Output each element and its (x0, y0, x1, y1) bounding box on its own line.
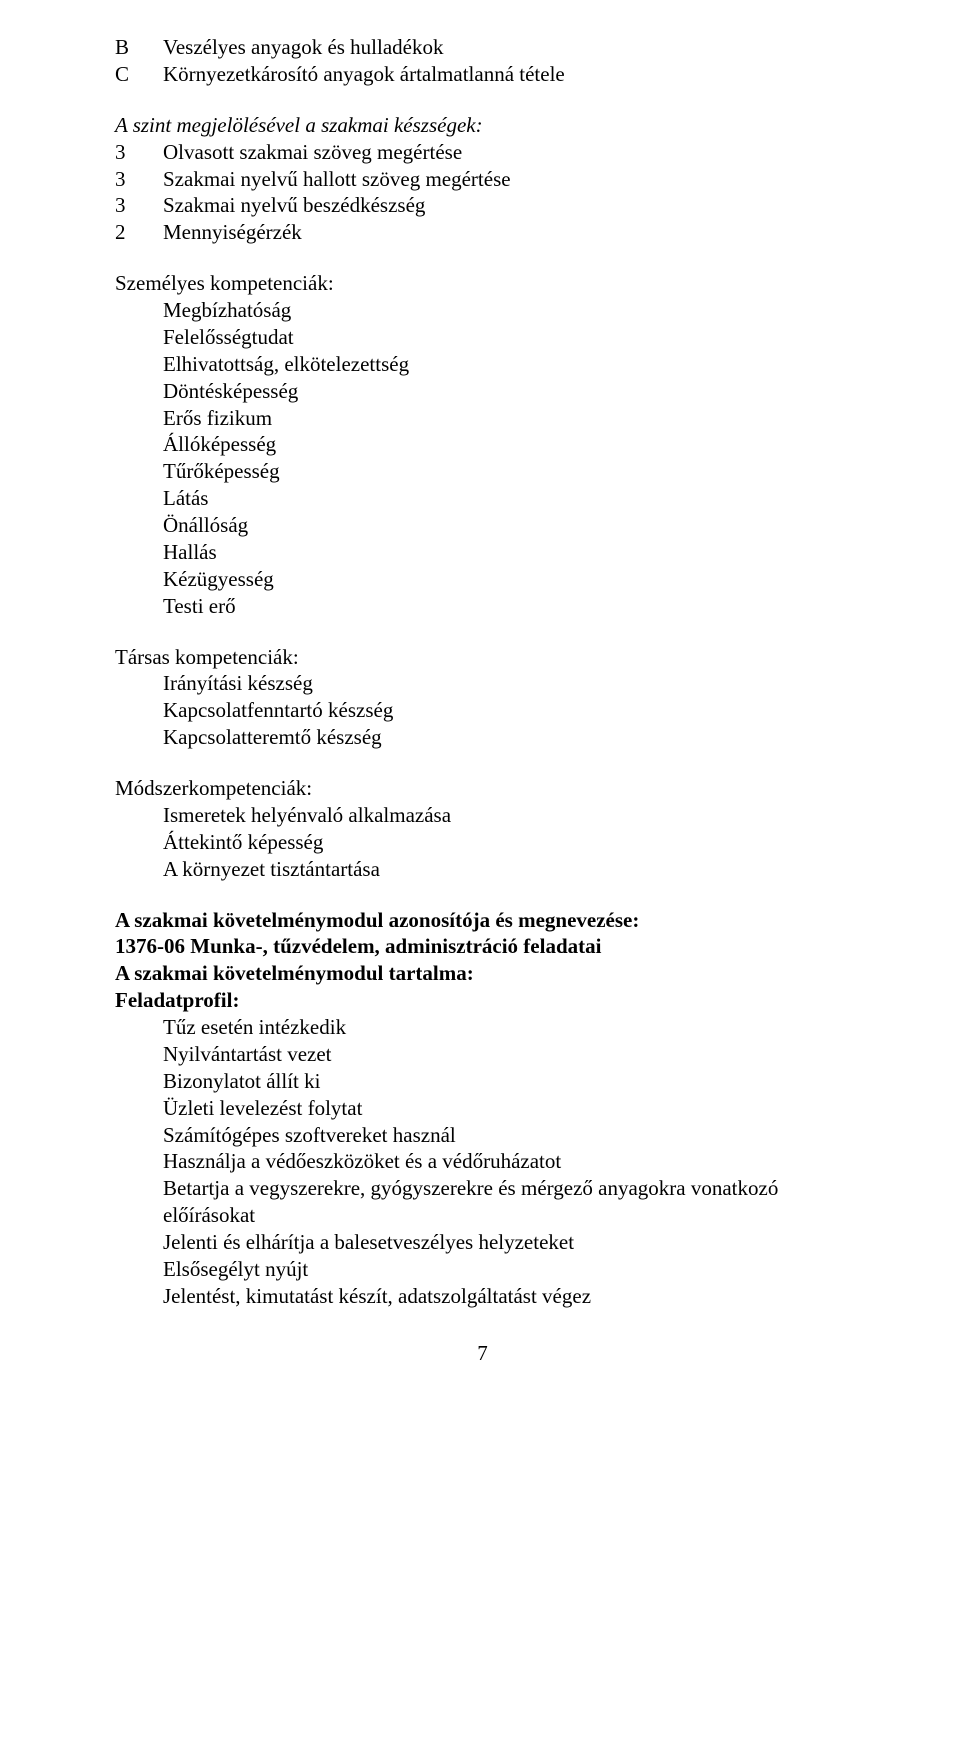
list-item: Használja a védőeszközöket és a védőruhá… (163, 1148, 850, 1175)
list-item: Nyilvántartást vezet (163, 1041, 850, 1068)
numbered-row: 3 Szakmai nyelvű hallott szöveg megértés… (115, 166, 850, 193)
bold-heading-block: A szakmai követelménymodul azonosítója é… (115, 907, 850, 1015)
list-item: Látás (163, 485, 850, 512)
section-items: Megbízhatóság Felelősségtudat Elhivatott… (115, 297, 850, 620)
list-item: Betartja a vegyszerekre, gyógyszerekre é… (163, 1175, 850, 1229)
feladat-items: Tűz esetén intézkedik Nyilvántartást vez… (115, 1014, 850, 1310)
list-item: Döntésképesség (163, 378, 850, 405)
list-item: Jelentést, kimutatást készít, adatszolgá… (163, 1283, 850, 1310)
section-items: Irányítási készség Kapcsolatfenntartó ké… (115, 670, 850, 751)
italic-intro: A szint megjelölésével a szakmai készség… (115, 112, 850, 139)
list-item: Kézügyesség (163, 566, 850, 593)
bold-line: A szakmai követelménymodul tartalma: (115, 960, 850, 987)
row-text: Mennyiségérzék (163, 219, 850, 246)
list-item: Jelenti és elhárítja a balesetveszélyes … (163, 1229, 850, 1256)
list-item: Bizonylatot állít ki (163, 1068, 850, 1095)
bold-line: 1376-06 Munka-, tűzvédelem, adminisztrác… (115, 933, 850, 960)
bold-line: A szakmai követelménymodul azonosítója é… (115, 907, 850, 934)
row-number: 2 (115, 219, 163, 246)
list-item: Felelősségtudat (163, 324, 850, 351)
list-item: Tűrőképesség (163, 458, 850, 485)
list-item: Állóképesség (163, 431, 850, 458)
list-item: Tűz esetén intézkedik (163, 1014, 850, 1041)
list-item: Megbízhatóság (163, 297, 850, 324)
list-item: Üzleti levelezést folytat (163, 1095, 850, 1122)
letter-row: C Környezetkárosító anyagok ártalmatlann… (115, 61, 850, 88)
section-heading: Társas kompetenciák: (115, 644, 850, 671)
list-item: A környezet tisztántartása (163, 856, 850, 883)
list-item: Önállóság (163, 512, 850, 539)
row-number: 3 (115, 139, 163, 166)
list-item: Áttekintő képesség (163, 829, 850, 856)
page-number: 7 (115, 1340, 850, 1367)
row-text: Veszélyes anyagok és hulladékok (163, 34, 850, 61)
numbered-row: 2 Mennyiségérzék (115, 219, 850, 246)
list-item: Testi erő (163, 593, 850, 620)
document-page: B Veszélyes anyagok és hulladékok C Körn… (0, 0, 960, 1742)
bold-line: Feladatprofil: (115, 987, 850, 1014)
section-heading: Módszerkompetenciák: (115, 775, 850, 802)
row-text: Szakmai nyelvű hallott szöveg megértése (163, 166, 850, 193)
row-text: Környezetkárosító anyagok ártalmatlanná … (163, 61, 850, 88)
row-number: 3 (115, 192, 163, 219)
row-text: Szakmai nyelvű beszédkészség (163, 192, 850, 219)
letter-row: B Veszélyes anyagok és hulladékok (115, 34, 850, 61)
list-item: Kapcsolatfenntartó készség (163, 697, 850, 724)
row-letter: C (115, 61, 163, 88)
section-heading: Személyes kompetenciák: (115, 270, 850, 297)
list-item: Elsősegélyt nyújt (163, 1256, 850, 1283)
list-item: Hallás (163, 539, 850, 566)
list-item: Számítógépes szoftvereket használ (163, 1122, 850, 1149)
row-letter: B (115, 34, 163, 61)
row-text: Olvasott szakmai szöveg megértése (163, 139, 850, 166)
list-item: Elhivatottság, elkötelezettség (163, 351, 850, 378)
row-number: 3 (115, 166, 163, 193)
list-item: Kapcsolatteremtő készség (163, 724, 850, 751)
list-item: Erős fizikum (163, 405, 850, 432)
numbered-row: 3 Szakmai nyelvű beszédkészség (115, 192, 850, 219)
list-item: Irányítási készség (163, 670, 850, 697)
section-items: Ismeretek helyénvaló alkalmazása Áttekin… (115, 802, 850, 883)
list-item: Ismeretek helyénvaló alkalmazása (163, 802, 850, 829)
numbered-row: 3 Olvasott szakmai szöveg megértése (115, 139, 850, 166)
